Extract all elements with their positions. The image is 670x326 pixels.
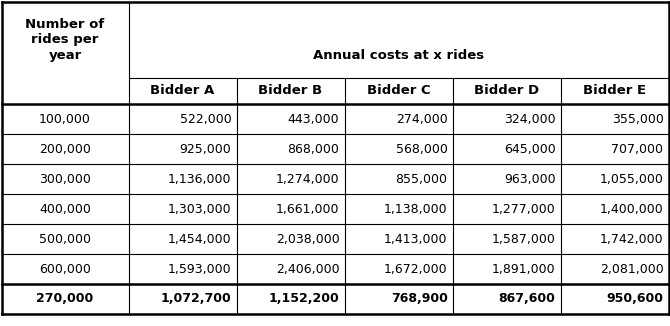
Text: 400,000: 400,000 xyxy=(39,202,91,215)
Text: Bidder C: Bidder C xyxy=(366,84,430,97)
Text: 1,072,700: 1,072,700 xyxy=(161,292,232,305)
Text: 443,000: 443,000 xyxy=(288,112,340,126)
Text: 324,000: 324,000 xyxy=(504,112,555,126)
Text: 2,406,000: 2,406,000 xyxy=(276,262,340,275)
Text: 855,000: 855,000 xyxy=(395,172,448,185)
Text: Bidder B: Bidder B xyxy=(259,84,322,97)
Text: 1,661,000: 1,661,000 xyxy=(276,202,340,215)
Text: 270,000: 270,000 xyxy=(36,292,94,305)
Text: 1,138,000: 1,138,000 xyxy=(384,202,448,215)
Text: 1,274,000: 1,274,000 xyxy=(276,172,340,185)
Text: 868,000: 868,000 xyxy=(287,142,340,156)
Text: 1,593,000: 1,593,000 xyxy=(168,262,232,275)
Text: 963,000: 963,000 xyxy=(504,172,555,185)
Text: 925,000: 925,000 xyxy=(180,142,232,156)
Text: 600,000: 600,000 xyxy=(39,262,91,275)
Text: 522,000: 522,000 xyxy=(180,112,232,126)
Text: 1,277,000: 1,277,000 xyxy=(492,202,555,215)
Text: 100,000: 100,000 xyxy=(39,112,91,126)
Text: Bidder E: Bidder E xyxy=(583,84,646,97)
Text: 274,000: 274,000 xyxy=(396,112,448,126)
Text: 950,600: 950,600 xyxy=(606,292,663,305)
Text: 1,672,000: 1,672,000 xyxy=(384,262,448,275)
Text: 1,152,200: 1,152,200 xyxy=(269,292,340,305)
Text: 707,000: 707,000 xyxy=(612,142,663,156)
Text: 1,055,000: 1,055,000 xyxy=(600,172,663,185)
Text: 355,000: 355,000 xyxy=(612,112,663,126)
Text: Annual costs at x rides: Annual costs at x rides xyxy=(313,49,484,62)
Text: 1,587,000: 1,587,000 xyxy=(492,232,555,245)
Text: 500,000: 500,000 xyxy=(39,232,91,245)
Text: Bidder A: Bidder A xyxy=(150,84,214,97)
Text: 1,136,000: 1,136,000 xyxy=(168,172,232,185)
Text: 568,000: 568,000 xyxy=(395,142,448,156)
Text: 200,000: 200,000 xyxy=(39,142,91,156)
Text: 1,742,000: 1,742,000 xyxy=(600,232,663,245)
Text: 1,400,000: 1,400,000 xyxy=(600,202,663,215)
Text: 867,600: 867,600 xyxy=(498,292,555,305)
Text: 300,000: 300,000 xyxy=(39,172,91,185)
Text: 1,413,000: 1,413,000 xyxy=(384,232,448,245)
Text: 645,000: 645,000 xyxy=(504,142,555,156)
Text: Number of
rides per
year: Number of rides per year xyxy=(25,19,105,62)
Text: 1,454,000: 1,454,000 xyxy=(168,232,232,245)
Text: 1,891,000: 1,891,000 xyxy=(492,262,555,275)
Text: 768,900: 768,900 xyxy=(391,292,448,305)
Text: 2,038,000: 2,038,000 xyxy=(276,232,340,245)
Text: 2,081,000: 2,081,000 xyxy=(600,262,663,275)
Text: Bidder D: Bidder D xyxy=(474,84,539,97)
Text: 1,303,000: 1,303,000 xyxy=(168,202,232,215)
